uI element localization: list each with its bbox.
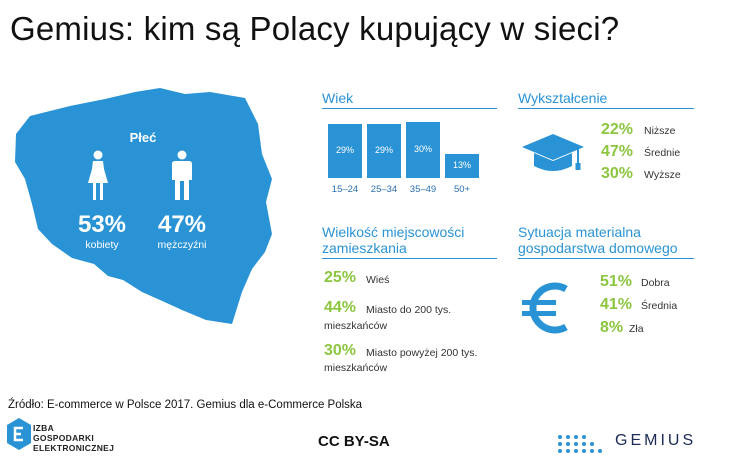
education-label-3: Wyższe: [644, 169, 681, 181]
euro-icon: [522, 282, 568, 334]
age-bar-value-label: 29%: [374, 145, 393, 155]
ige-logo-icon: [7, 418, 31, 450]
finance-pct-2: 41%: [600, 296, 633, 313]
residence-divider: [322, 258, 497, 259]
age-heading: Wiek: [322, 90, 354, 106]
finance-pct-3: 8%: [600, 319, 624, 336]
education-pct-3: 30%: [601, 165, 634, 182]
finance-label-1: Dobra: [641, 277, 670, 289]
page-title: Gemius: kim są Polacy kupujący w sieci?: [10, 10, 620, 47]
source-note: Źródło: E-commerce w Polsce 2017. Gemius…: [8, 399, 363, 411]
age-divider: [322, 108, 497, 109]
gender-heading: Płeć: [129, 130, 157, 145]
gemius-logo-icon: [558, 435, 602, 453]
finance-heading-line2: gospodarstwa domowego: [518, 240, 678, 256]
license-label: CC BY-SA: [318, 433, 390, 450]
residence-label-2b: mieszkańców: [324, 320, 388, 332]
age-bar: 29%: [328, 124, 362, 178]
ige-line1: IZBA: [33, 423, 55, 433]
age-bar-chart: 29% 15–24 29% 25–34 30% 35–49 13% 50+: [322, 118, 497, 200]
residence-pct-1: 25%: [324, 269, 357, 286]
education-pct-2: 47%: [601, 143, 634, 160]
man-icon: [172, 150, 192, 200]
poland-map: [15, 88, 272, 324]
age-bar-value-label: 29%: [335, 145, 354, 155]
education-pct-1: 22%: [601, 121, 634, 138]
residence-pct-3: 30%: [324, 342, 357, 359]
age-category-label: 15–24: [331, 184, 359, 195]
women-label: kobiety: [85, 239, 119, 251]
residence-label-1: Wieś: [366, 274, 390, 286]
gemius-logo-text: GEMIUS: [615, 432, 697, 449]
woman-icon: [88, 150, 108, 200]
education-heading: Wykształcenie: [518, 90, 608, 106]
age-bar: 29%: [367, 124, 401, 178]
men-percent: 47%: [157, 211, 207, 238]
residence-pct-2: 44%: [324, 299, 357, 316]
ige-line2: GOSPODARKI: [33, 433, 95, 443]
men-label: mężczyźni: [157, 239, 207, 251]
finance-heading-line1: Sytuacja materialna: [518, 224, 641, 240]
age-bar: 30%: [406, 122, 440, 178]
residence-label-3b: mieszkańców: [324, 362, 388, 374]
residence-label-2a: Miasto do 200 tys.: [366, 304, 452, 316]
finance-pct-1: 51%: [600, 273, 633, 290]
women-percent: 53%: [77, 211, 127, 238]
ige-logo-text: IZBA GOSPODARKI ELEKTRONICZNEJ: [33, 423, 114, 453]
finance-divider: [518, 258, 694, 259]
residence-heading-line2: zamieszkania: [322, 240, 407, 256]
residence-heading-line1: Wielkość miejscowości: [322, 224, 465, 240]
education-label-2: Średnie: [644, 147, 681, 159]
age-category-label: 35–49: [409, 184, 437, 195]
education-label-1: Niższe: [644, 125, 676, 137]
finance-label-2: Średnia: [641, 300, 678, 312]
age-bar-value-label: 13%: [452, 160, 471, 170]
finance-label-3: Zła: [629, 323, 644, 335]
residence-label-3a: Miasto powyżej 200 tys.: [366, 347, 478, 359]
ige-line3: ELEKTRONICZNEJ: [33, 443, 115, 453]
age-bar-value-label: 30%: [413, 144, 432, 154]
age-category-label: 25–34: [370, 184, 398, 195]
age-category-label: 50+: [453, 184, 471, 195]
age-bar: 13%: [445, 154, 479, 178]
graduation-cap-icon: [522, 134, 584, 171]
education-divider: [518, 108, 694, 109]
